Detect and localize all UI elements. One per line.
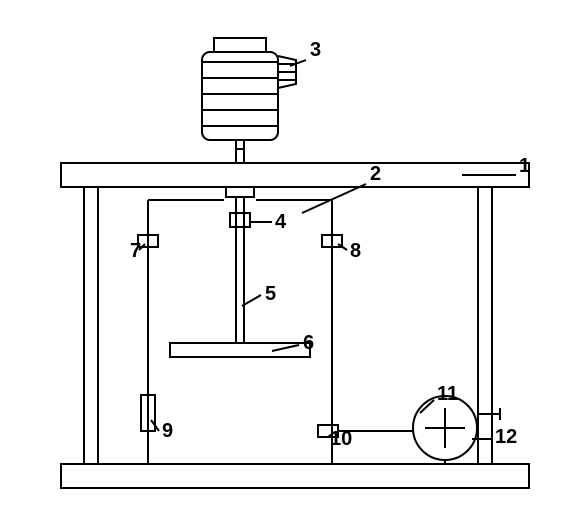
- frame-top-bar: [61, 163, 529, 187]
- motor-cap: [214, 38, 266, 52]
- frame-bottom-bar: [61, 464, 529, 488]
- label-12: 12: [495, 426, 517, 448]
- label-10: 10: [330, 428, 352, 450]
- label-11: 11: [437, 383, 458, 405]
- motor-body-lines: [202, 62, 278, 126]
- leader-l2: [302, 184, 366, 213]
- label-3: 3: [310, 39, 321, 61]
- label-8: 8: [350, 240, 361, 262]
- shaft-neck: [226, 187, 254, 197]
- shaft-coupling: [230, 213, 250, 227]
- label-9: 9: [162, 420, 173, 442]
- label-7: 7: [130, 240, 141, 262]
- frame-right-leg: [478, 187, 492, 464]
- shaft-blade: [170, 343, 310, 357]
- motor-axle-top: [236, 140, 244, 149]
- mechanical-diagram: 123456789101112: [0, 0, 576, 514]
- leader-l6: [272, 345, 299, 351]
- leader-lines: [139, 60, 516, 439]
- label-1: 1: [519, 155, 530, 177]
- shaft-rod: [236, 197, 244, 343]
- frame-left-leg: [84, 187, 98, 464]
- motor-fan-lines: [278, 64, 296, 80]
- shaft-upper: [236, 149, 244, 163]
- label-4: 4: [275, 211, 287, 233]
- labels: 123456789101112: [130, 39, 530, 450]
- label-6: 6: [303, 332, 314, 354]
- label-2: 2: [370, 163, 381, 185]
- label-5: 5: [265, 283, 276, 305]
